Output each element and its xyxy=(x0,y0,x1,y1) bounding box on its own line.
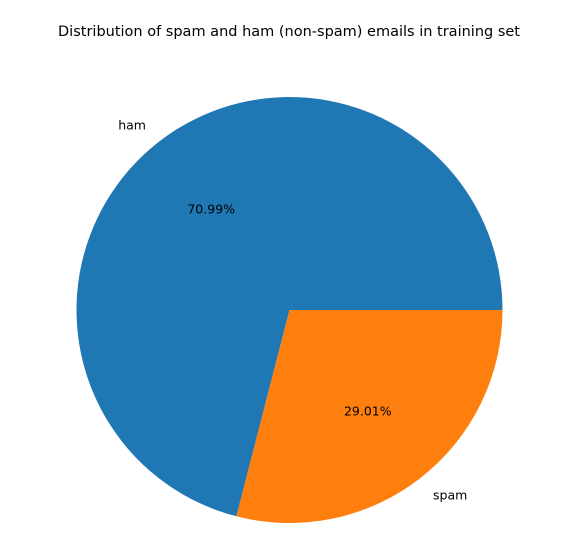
percent-label-ham: 70.99% xyxy=(187,201,235,216)
pie-slices xyxy=(76,97,503,523)
percent-label-spam: 29.01% xyxy=(344,404,392,419)
slice-label-ham: ham xyxy=(118,117,146,132)
chart-title: Distribution of spam and ham (non-spam) … xyxy=(58,24,520,40)
pie-labels: ham 70.99% spam 29.01% xyxy=(118,117,467,502)
pie-slice-ham xyxy=(76,97,503,517)
slice-label-spam: spam xyxy=(433,488,467,503)
pie-slice-spam xyxy=(236,310,503,523)
